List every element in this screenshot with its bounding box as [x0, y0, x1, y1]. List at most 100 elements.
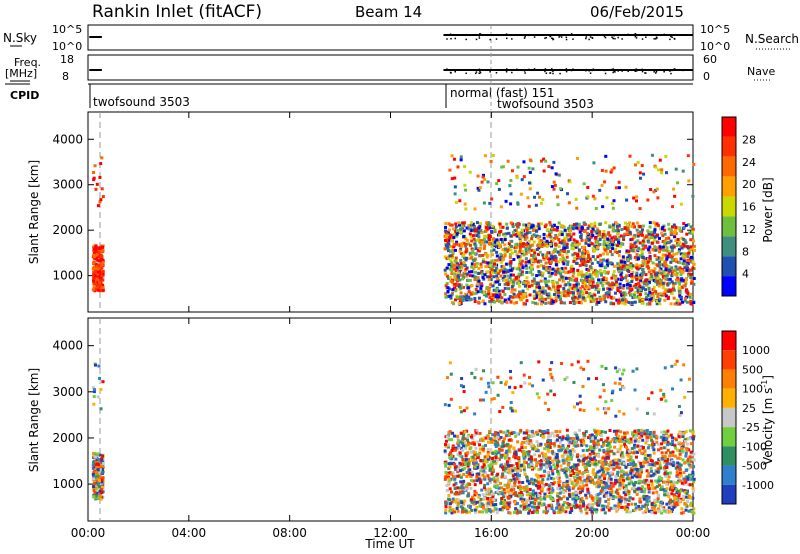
velocity-cell — [505, 444, 509, 448]
velocity-cell — [647, 490, 651, 494]
power-cell — [639, 264, 643, 268]
velocity-cell — [471, 461, 475, 465]
velocity-cell — [569, 456, 573, 460]
velocity-cell — [97, 470, 101, 474]
velocity-cell — [517, 480, 521, 484]
power-cell — [591, 229, 595, 233]
power-colorbar-swatch-0 — [722, 117, 736, 137]
velocity-cell — [495, 511, 499, 515]
power-cell — [683, 299, 687, 303]
velocity-cell — [616, 429, 620, 433]
power-cell — [650, 299, 654, 303]
velocity-cell — [644, 482, 648, 486]
velocity-cell — [487, 464, 491, 468]
velocity-cell — [671, 488, 675, 492]
velocity-cell — [661, 507, 665, 511]
power-cell — [578, 263, 582, 267]
power-cell — [641, 259, 645, 263]
power-cell — [527, 223, 531, 227]
velocity-cell — [456, 436, 460, 440]
velocity-cell — [486, 457, 490, 461]
velocity-cell — [637, 460, 641, 464]
power-cell — [691, 260, 695, 264]
power-cell — [453, 176, 457, 180]
velocity-cell — [635, 487, 639, 491]
power-cell — [569, 291, 573, 295]
velocity-cell — [686, 467, 690, 471]
power-cell — [500, 165, 504, 169]
power-cell — [603, 180, 607, 184]
power-cell — [653, 267, 657, 271]
power-cell — [563, 289, 567, 293]
velocity-cell — [443, 477, 447, 481]
power-cell — [547, 271, 551, 275]
power-cell — [99, 277, 103, 281]
power-cell — [558, 284, 562, 288]
power-cell — [488, 201, 492, 205]
power-cell — [448, 168, 452, 172]
power-cell — [534, 203, 538, 207]
power-cell — [547, 286, 551, 290]
power-cell — [542, 169, 546, 173]
power-cell — [539, 294, 543, 298]
power-cell — [616, 262, 620, 266]
power-cell — [561, 224, 565, 228]
power-cell — [484, 252, 488, 256]
date-title: 06/Feb/2015 — [590, 3, 684, 21]
power-cell — [630, 224, 634, 228]
velocity-cell — [602, 484, 606, 488]
velocity-cell — [576, 476, 580, 480]
velocity-cell — [631, 431, 635, 435]
power-cell — [516, 277, 520, 281]
power-cell — [594, 230, 598, 234]
power-cell — [617, 223, 621, 227]
power-cell — [583, 222, 587, 226]
velocity-cell — [692, 507, 696, 511]
power-cell — [634, 163, 638, 167]
power-cell — [530, 253, 534, 257]
power-cell — [605, 196, 609, 200]
power-cell — [493, 228, 497, 232]
power-cell — [537, 260, 541, 264]
power-cell — [522, 242, 526, 246]
velocity-cell — [566, 505, 570, 509]
velocity-cell — [508, 369, 512, 373]
power-cell — [612, 223, 616, 227]
velocity-cell — [688, 509, 692, 513]
power-cell — [644, 297, 648, 301]
velocity-cell — [561, 435, 565, 439]
velocity-cell — [647, 487, 651, 491]
power-cell — [448, 294, 452, 298]
velocity-cell — [660, 442, 664, 446]
power-cell — [459, 247, 463, 251]
velocity-cell — [491, 433, 495, 437]
power-cell — [621, 264, 625, 268]
velocity-cell — [500, 448, 504, 452]
power-cell — [638, 284, 642, 288]
power-cell — [503, 286, 507, 290]
power-cell — [447, 222, 451, 226]
power-cell — [495, 276, 499, 280]
power-cell — [605, 259, 609, 263]
power-cell — [519, 242, 523, 246]
velocity-cell — [642, 478, 646, 482]
power-cell — [666, 297, 670, 301]
power-cell — [490, 249, 494, 253]
power-cell — [481, 299, 485, 303]
velocity-cell — [97, 364, 101, 368]
power-cell — [535, 285, 539, 289]
velocity-cell — [633, 467, 637, 471]
power-cell — [653, 230, 657, 234]
velocity-cell — [607, 477, 611, 481]
power-cell — [631, 277, 635, 281]
power-cell — [613, 235, 617, 239]
power-cell — [618, 286, 622, 290]
velocity-cell — [655, 470, 659, 474]
velocity-cell — [487, 500, 491, 504]
velocity-cell — [450, 500, 454, 504]
power-cell — [555, 228, 559, 232]
velocity-cell — [665, 463, 669, 467]
velocity-cell — [471, 473, 475, 477]
velocity-cell — [561, 456, 565, 460]
power-cell — [571, 287, 575, 291]
